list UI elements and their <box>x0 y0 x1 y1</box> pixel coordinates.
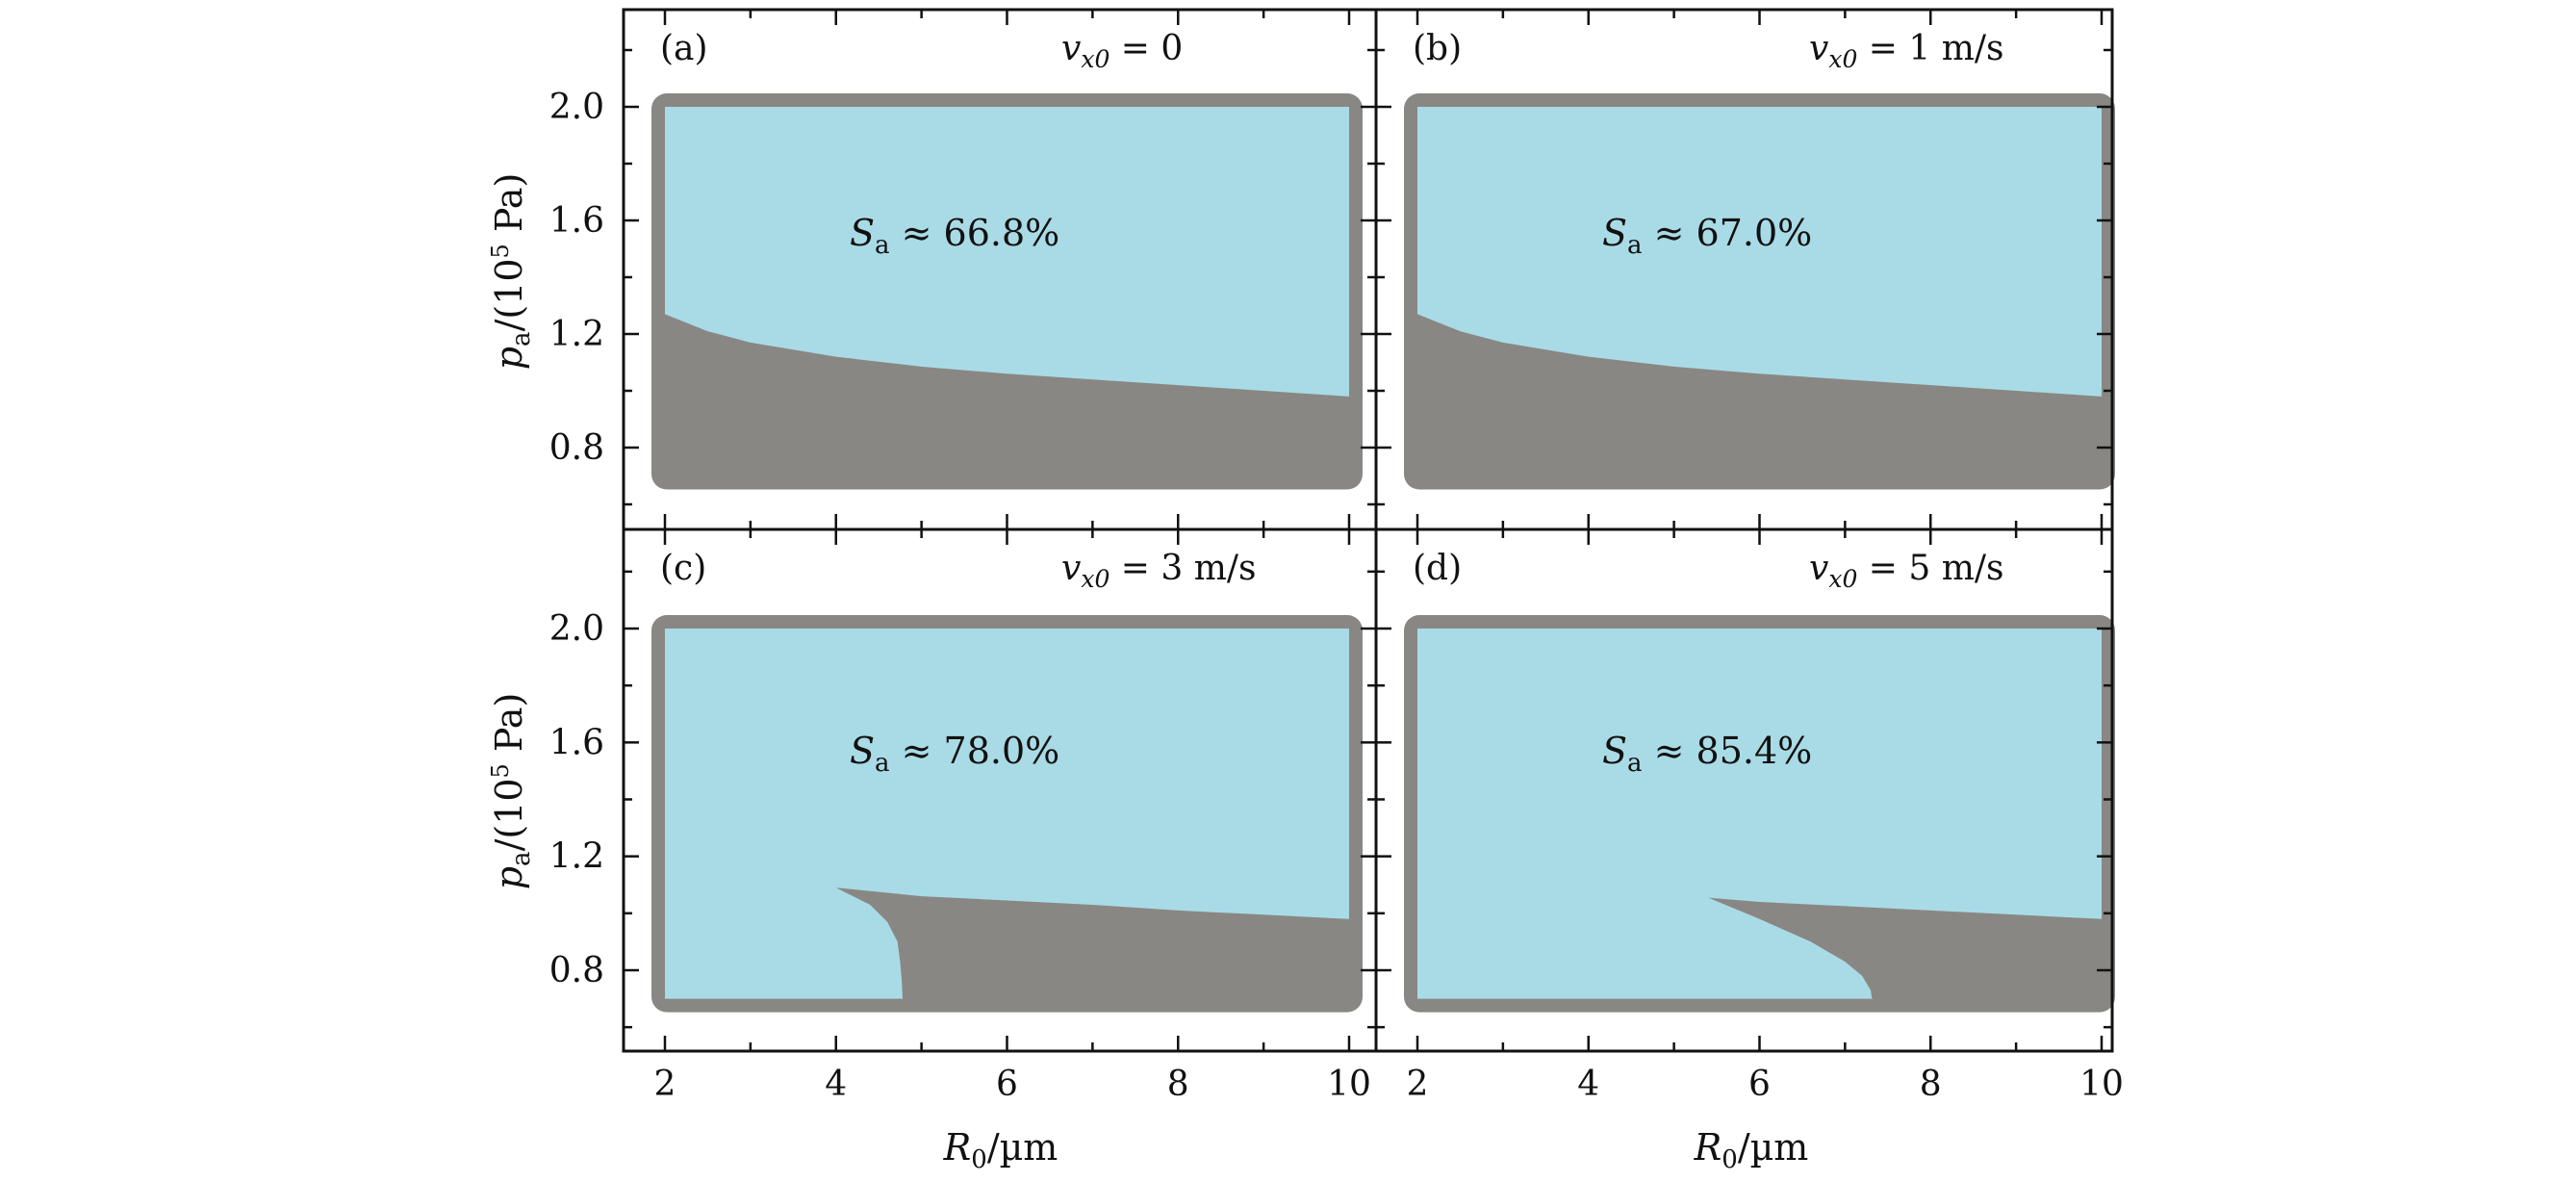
light-blue-region <box>665 107 1349 397</box>
panel-tag: (b) <box>1413 29 1462 68</box>
area-fraction-label: Sa ≈ 66.8% <box>850 212 1059 260</box>
y-axis-title-top: pa/(105 Pa) <box>487 173 536 371</box>
y-tick-label: 2.0 <box>549 609 604 649</box>
x-axis-title-left: R0/µm <box>943 1126 1058 1174</box>
panel-b: (b) vx0 = 1 m/s Sa ≈ 67.0% <box>1374 8 2115 531</box>
panel-a: 0.8 1.2 1.6 2.0 (a) vx0 = 0 Sa ≈ 66.8% <box>549 8 1378 531</box>
y-tick-label: 1.6 <box>549 201 604 241</box>
vx0-label: vx0 = 1 m/s <box>1809 29 2004 73</box>
x-tick-label: 10 <box>1327 1065 1371 1104</box>
x-tick-label: 6 <box>1748 1065 1771 1104</box>
panel-tag: (a) <box>660 29 708 68</box>
light-blue-region <box>665 629 1349 1002</box>
area-fraction-label: Sa ≈ 85.4% <box>1602 730 1812 778</box>
x-tick-label: 4 <box>1577 1065 1599 1104</box>
area-fraction-label: Sa ≈ 67.0% <box>1602 212 1812 260</box>
y-tick-label: 2.0 <box>549 88 604 127</box>
x-tick-label: 2 <box>1407 1065 1429 1104</box>
x-tick-label: 2 <box>654 1065 676 1104</box>
y-tick-label: 0.8 <box>549 428 604 468</box>
area-fraction-label: Sa ≈ 78.0% <box>850 730 1059 778</box>
vx0-label: vx0 = 5 m/s <box>1809 549 2004 593</box>
x-tick-label: 8 <box>1167 1065 1189 1104</box>
x-tick-label: 4 <box>825 1065 847 1104</box>
x-tick-label: 8 <box>1920 1065 1942 1104</box>
panel-tag: (c) <box>660 549 706 588</box>
panel-tag: (d) <box>1413 549 1462 588</box>
y-tick-label: 1.2 <box>549 315 604 354</box>
x-axis-title-right: R0/µm <box>1694 1126 1809 1174</box>
y-tick-label: 1.2 <box>549 837 604 877</box>
light-blue-region <box>1417 629 2102 1002</box>
x-tick-label: 10 <box>2079 1065 2124 1104</box>
panel-frame <box>1374 527 2114 1053</box>
panel-c: 0.8 1.2 1.6 2.0 2 4 6 8 10 (c) vx0 = 3 m/s Sa ≈ 78.… <box>549 527 1378 1104</box>
panels-layer: 0.8 1.2 1.6 2.0 (a) vx0 = 0 Sa ≈ 66.8% (b) vx0 =… <box>549 8 2124 1104</box>
y-tick-label: 1.6 <box>549 723 604 762</box>
vx0-label: vx0 = 0 <box>1061 29 1183 73</box>
panel-d: 2 4 6 8 10 (d) vx0 = 5 m/s Sa ≈ 85.4% <box>1374 527 2124 1104</box>
y-axis-title-bottom: pa/(105 Pa) <box>487 693 536 890</box>
y-tick-label: 0.8 <box>549 951 604 990</box>
x-tick-label: 6 <box>996 1065 1018 1104</box>
light-blue-region <box>1417 107 2102 397</box>
vx0-label: vx0 = 3 m/s <box>1061 549 1257 593</box>
